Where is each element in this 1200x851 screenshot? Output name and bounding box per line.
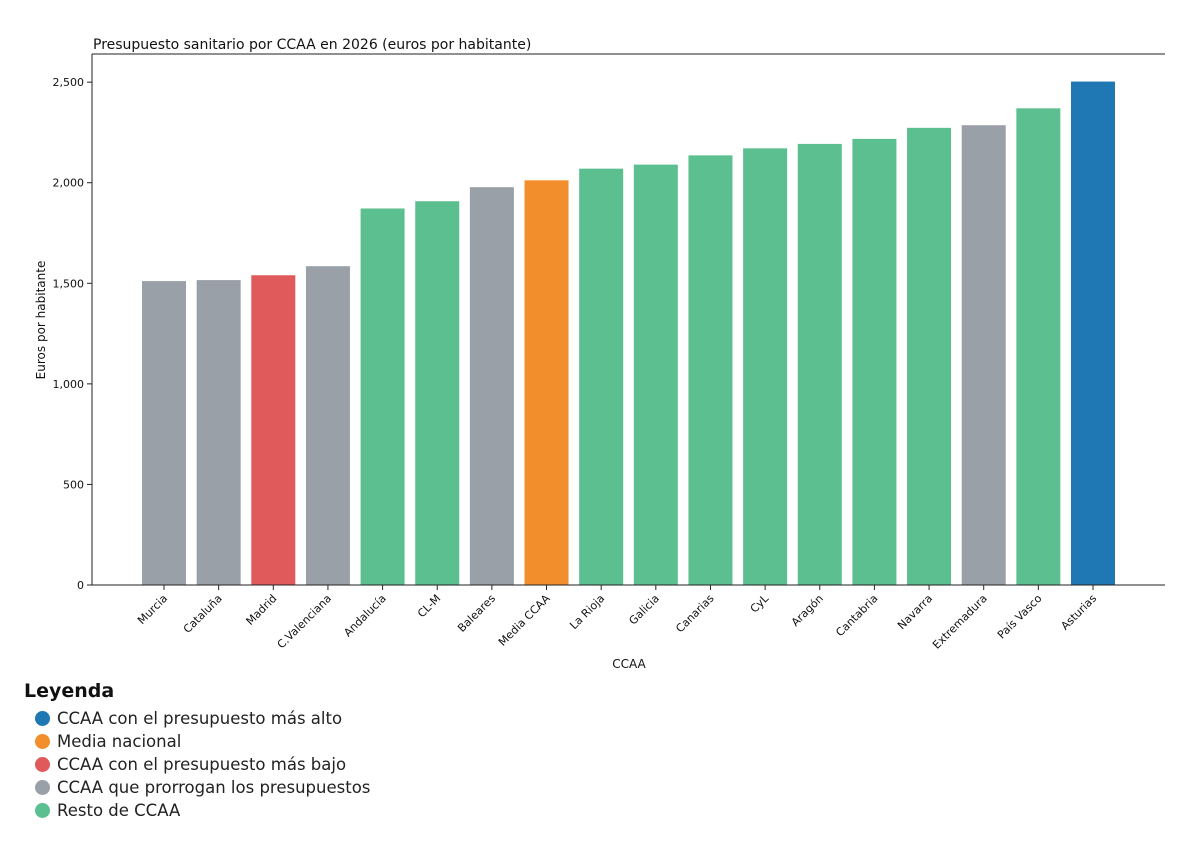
legend-item: Resto de CCAA <box>24 799 370 822</box>
bar-cl-m <box>415 201 460 585</box>
y-tick-label: 1,000 <box>53 378 85 391</box>
legend-item: Media nacional <box>24 730 370 753</box>
legend-item: CCAA con el presupuesto más alto <box>24 707 370 730</box>
legend-marker <box>35 757 50 772</box>
x-tick-label: C.Valenciana <box>275 592 334 651</box>
y-tick-label: 0 <box>77 579 84 592</box>
bar-cyl <box>743 148 788 586</box>
x-tick-label: Murcia <box>135 592 170 627</box>
chart-title: Presupuesto sanitario por CCAA en 2026 (… <box>93 37 531 53</box>
bar-asturias <box>1071 81 1115 586</box>
bar-andaluc-a <box>360 208 405 586</box>
bar-baleares <box>469 187 514 585</box>
legend-label: Resto de CCAA <box>57 801 181 820</box>
legend: Leyenda CCAA con el presupuesto más alto… <box>24 680 370 822</box>
legend-marker <box>35 803 50 818</box>
bar-arag-n <box>797 143 842 585</box>
legend-marker <box>35 711 50 726</box>
x-tick-label: Canarias <box>673 592 716 635</box>
bar-la-rioja <box>579 168 624 586</box>
legend-label: CCAA con el presupuesto más alto <box>57 709 343 728</box>
x-tick-label: Navarra <box>895 592 935 632</box>
legend-label: CCAA que prorrogan los presupuestos <box>57 778 371 797</box>
bar-galicia <box>633 164 678 585</box>
bar-madrid <box>251 275 296 585</box>
x-tick-label: Extremadura <box>930 592 990 652</box>
x-tick-label: La Rioja <box>567 592 607 632</box>
bar-pa-s-vasco <box>1016 108 1061 585</box>
legend-label: CCAA con el presupuesto más bajo <box>57 755 347 774</box>
bar-chart: Presupuesto sanitario por CCAA en 2026 (… <box>34 37 1165 671</box>
legend-item: CCAA que prorrogan los presupuestos <box>24 776 370 799</box>
x-tick-label: Aragón <box>789 592 826 629</box>
x-axis-label: CCAA <box>612 657 646 671</box>
y-axis-label: Euros por habitante <box>34 261 48 380</box>
y-tick-label: 2,500 <box>53 76 85 89</box>
x-tick-label: Andalucía <box>341 592 388 639</box>
x-tick-label: Media CCAA <box>496 592 553 649</box>
x-tick-label: Cantabria <box>833 592 880 639</box>
bar-extremadura <box>961 125 1006 585</box>
x-tick-label: CL-M <box>415 592 443 620</box>
bar-navarra <box>907 127 952 585</box>
legend-marker <box>35 734 50 749</box>
x-tick-label: CyL <box>748 591 772 615</box>
x-tick-label: Asturias <box>1058 592 1099 633</box>
x-tick-label: País Vasco <box>995 592 1045 642</box>
x-tick-label: Galicia <box>626 592 662 628</box>
legend-items: CCAA con el presupuesto más alto Media na… <box>24 707 370 822</box>
legend-item: CCAA con el presupuesto más bajo <box>24 753 370 776</box>
bar-cantabria <box>852 138 897 585</box>
bar-canarias <box>688 155 733 585</box>
bar-c-valenciana <box>305 266 350 585</box>
bar-catalu-a <box>196 280 241 585</box>
x-tick-label: Baleares <box>455 592 498 635</box>
bar-murcia <box>142 281 186 585</box>
x-tick-label: Cataluña <box>181 592 225 636</box>
y-tick-label: 2,000 <box>53 177 85 190</box>
legend-marker <box>35 780 50 795</box>
bar-media-ccaa <box>524 180 569 585</box>
legend-title: Leyenda <box>24 680 115 702</box>
y-tick-label: 1,500 <box>53 277 85 290</box>
x-tick-label: Madrid <box>244 592 280 628</box>
y-tick-label: 500 <box>63 478 84 491</box>
legend-label: Media nacional <box>57 732 182 751</box>
